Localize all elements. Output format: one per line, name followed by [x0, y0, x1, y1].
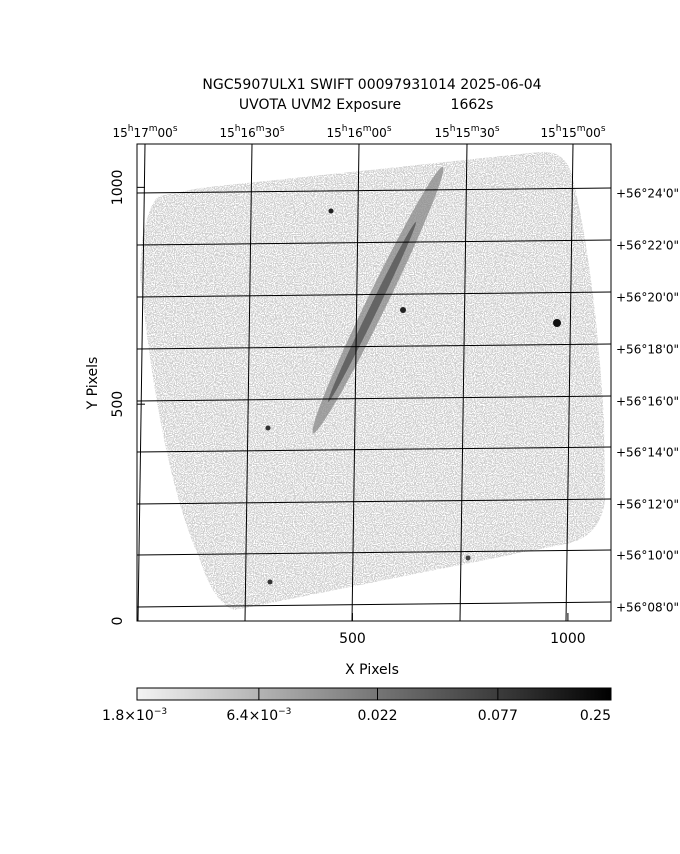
dec-label: +56°16'0"	[616, 395, 679, 409]
colorbar-tick-label: 0.25	[580, 708, 611, 724]
y-tick-label: 0	[110, 617, 126, 626]
y-label: Y Pixels	[85, 357, 101, 411]
dec-grid-line	[136, 395, 612, 402]
ra-grid-line	[137, 143, 146, 622]
ra-grid-line	[459, 143, 468, 622]
colorbar	[136, 687, 612, 701]
galaxy	[265, 166, 561, 585]
star	[265, 425, 271, 431]
x-tick-label: 1000	[550, 631, 586, 647]
ra-label: 15h15m00s	[540, 124, 605, 140]
ra-label: 15h15m30s	[434, 124, 499, 140]
coord-grid	[136, 143, 612, 622]
colorbar-tick-label: 0.022	[357, 708, 397, 724]
dec-grid-line	[136, 446, 612, 453]
ra-label: 15h17m00s	[112, 124, 177, 140]
star	[328, 208, 334, 214]
galaxy-core	[328, 222, 416, 402]
title: NGC5907ULX1 SWIFT 00097931014 2025-06-04	[202, 77, 541, 93]
subtitle: UVOTA UVM2 Exposure	[239, 97, 401, 113]
dec-label: +56°20'0"	[616, 291, 679, 305]
ra-grid-line	[351, 143, 360, 622]
x-label: X Pixels	[345, 662, 399, 678]
ra-grid-line	[565, 143, 574, 622]
x-tick-label: 500	[339, 631, 366, 647]
exposure: 1662s	[451, 97, 494, 113]
ra-grid-line	[244, 143, 253, 622]
dec-grid-line	[136, 239, 612, 246]
dec-grid-line	[136, 601, 612, 608]
image	[140, 151, 605, 610]
dec-label: +56°14'0"	[616, 446, 679, 460]
dec-grid-line	[136, 498, 612, 505]
dec-label: +56°10'0"	[616, 549, 679, 563]
frame	[136, 143, 612, 622]
dec-label: +56°24'0"	[616, 187, 679, 201]
image-noise	[140, 151, 605, 610]
dec-label: +56°18'0"	[616, 343, 679, 357]
y-tick-label: 500	[110, 391, 126, 418]
dec-label: +56°08'0"	[616, 601, 679, 615]
dec-grid-line	[136, 187, 612, 194]
ra-label: 15h16m30s	[219, 124, 284, 140]
dec-label: +56°22'0"	[616, 239, 679, 253]
star	[267, 579, 273, 585]
dec-grid-line	[136, 549, 612, 556]
dec-grid-line	[136, 291, 612, 298]
y-tick-label: 1000	[110, 170, 126, 206]
colorbar-tick-label: 1.8×10−3	[102, 707, 167, 725]
ra-label: 15h16m00s	[326, 124, 391, 140]
colorbar-tick-label: 6.4×10−3	[226, 707, 291, 725]
star	[400, 307, 406, 313]
star	[553, 319, 561, 327]
dec-grid-line	[136, 343, 612, 350]
star	[465, 555, 471, 561]
colorbar-tick-label: 0.077	[478, 708, 518, 724]
dec-label: +56°12'0"	[616, 498, 679, 512]
